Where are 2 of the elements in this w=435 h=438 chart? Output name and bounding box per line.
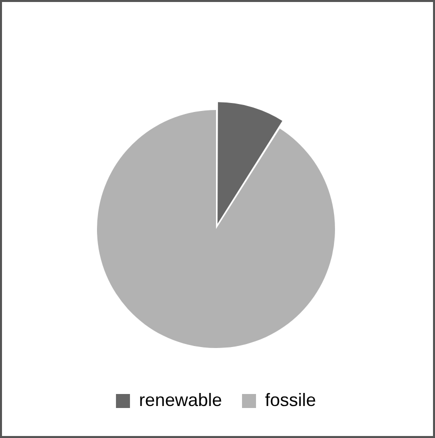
legend-label: fossile [265, 390, 316, 410]
legend-label: renewable [138, 390, 222, 410]
